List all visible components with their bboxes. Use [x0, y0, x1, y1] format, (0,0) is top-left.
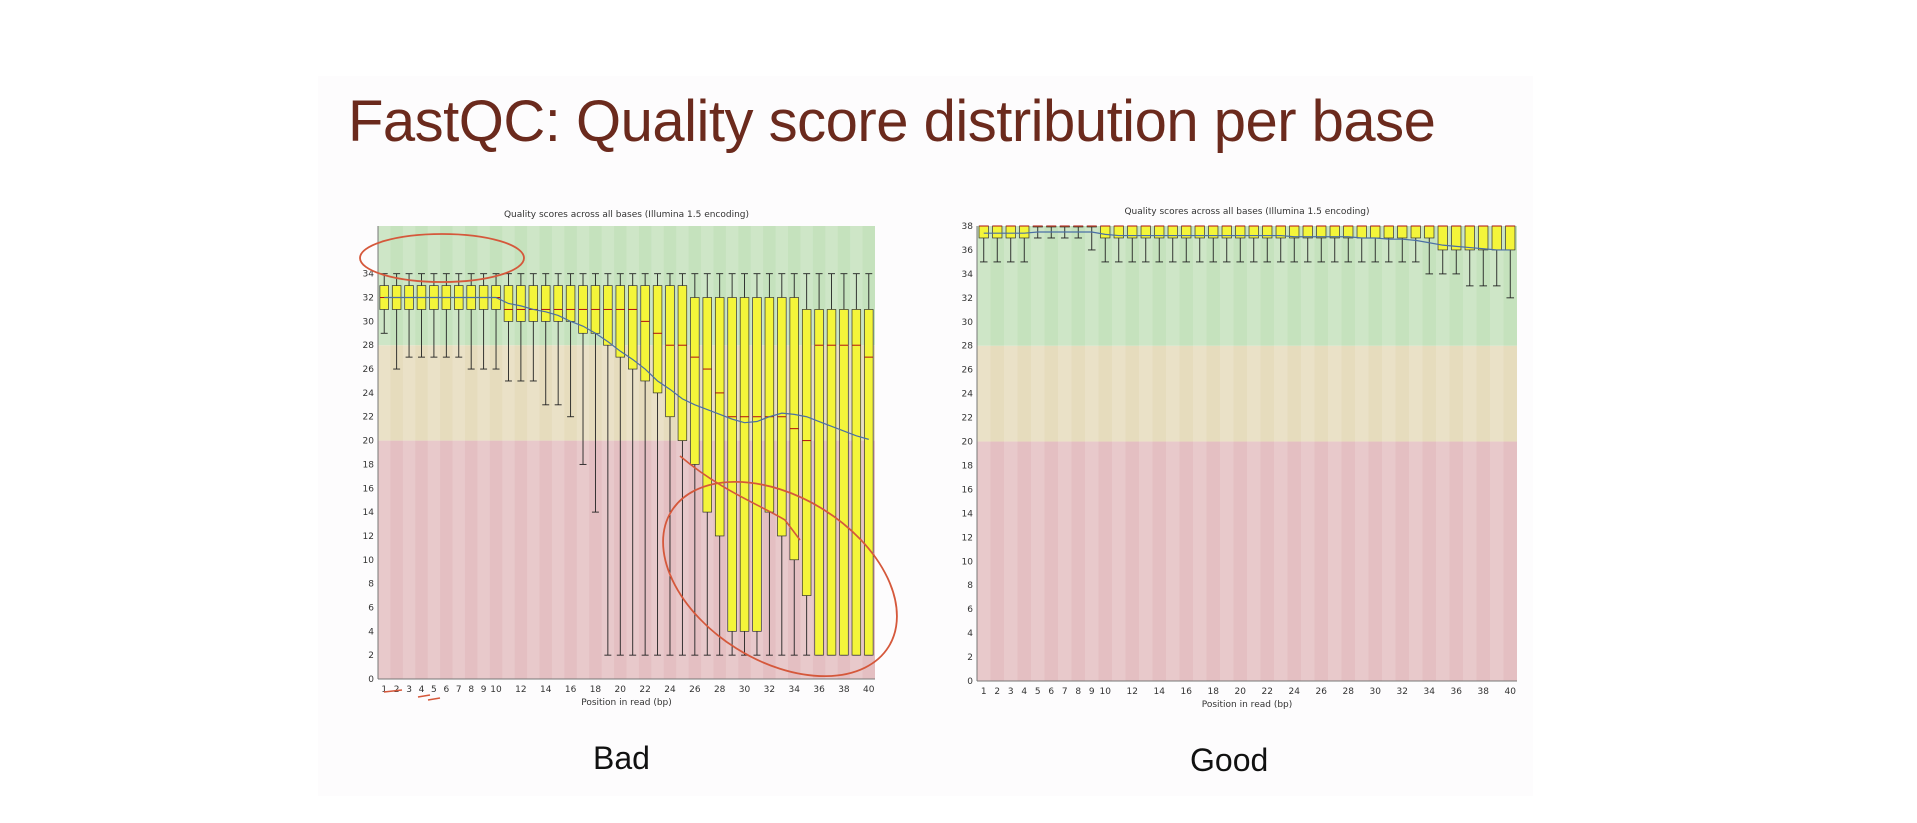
caption-good: Good	[1190, 742, 1269, 778]
slide-background	[318, 76, 1533, 796]
caption-bad: Bad	[593, 740, 650, 776]
slide-title: FastQC: Quality score distribution per b…	[348, 89, 1436, 154]
